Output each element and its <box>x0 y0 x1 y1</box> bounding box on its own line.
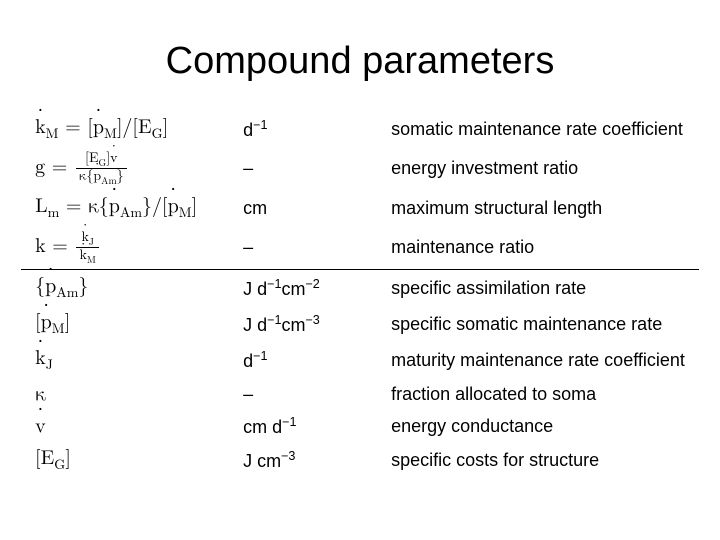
description-cell: maximum structural length <box>377 190 699 226</box>
unit-cell: d−1 <box>229 111 377 147</box>
unit-cell: d−1 <box>229 342 377 378</box>
description-cell: energy investment ratio <box>377 147 699 190</box>
unit-cell: cm d−1 <box>229 410 377 442</box>
table-row: {pAm}J d−1cm−2specific assimilation rate <box>21 270 699 307</box>
description-cell: specific costs for structure <box>377 442 699 478</box>
slide: Compound parameters kM = [pM]/[EG]d−1som… <box>0 0 720 540</box>
symbol-cell: [EG] <box>21 442 229 478</box>
table-row: vcm d−1energy conductance <box>21 410 699 442</box>
description-cell: somatic maintenance rate coefficient <box>377 111 699 147</box>
table-row: g = [EG]vκ{pAm}–energy investment ratio <box>21 147 699 190</box>
unit-cell: J d−1cm−3 <box>229 306 377 342</box>
description-cell: maintenance ratio <box>377 226 699 270</box>
symbol-cell: kM = [pM]/[EG] <box>21 111 229 147</box>
page-title: Compound parameters <box>0 40 720 83</box>
table-body: kM = [pM]/[EG]d−1somatic maintenance rat… <box>21 111 699 478</box>
symbol-cell: κ <box>21 378 229 410</box>
table-row: κ–fraction allocated to soma <box>21 378 699 410</box>
table-row: kM = [pM]/[EG]d−1somatic maintenance rat… <box>21 111 699 147</box>
unit-cell: – <box>229 226 377 270</box>
table-row: kJd−1maturity maintenance rate coefficie… <box>21 342 699 378</box>
unit-cell: – <box>229 147 377 190</box>
unit-cell: – <box>229 378 377 410</box>
symbol-cell: [pM] <box>21 306 229 342</box>
symbol-cell: v <box>21 410 229 442</box>
table-row: [pM]J d−1cm−3specific somatic maintenanc… <box>21 306 699 342</box>
description-cell: maturity maintenance rate coefficient <box>377 342 699 378</box>
table-row: [EG]J cm−3specific costs for structure <box>21 442 699 478</box>
symbol-cell: Lm = κ{pAm}/[pM] <box>21 190 229 226</box>
unit-cell: cm <box>229 190 377 226</box>
table-row: Lm = κ{pAm}/[pM]cmmaximum structural len… <box>21 190 699 226</box>
symbol-cell: {pAm} <box>21 270 229 307</box>
symbol-cell: g = [EG]vκ{pAm} <box>21 147 229 190</box>
table-row: k = kJkM–maintenance ratio <box>21 226 699 270</box>
parameter-table: kM = [pM]/[EG]d−1somatic maintenance rat… <box>21 111 699 478</box>
description-cell: specific assimilation rate <box>377 270 699 307</box>
symbol-cell: kJ <box>21 342 229 378</box>
unit-cell: J d−1cm−2 <box>229 270 377 307</box>
unit-cell: J cm−3 <box>229 442 377 478</box>
description-cell: specific somatic maintenance rate <box>377 306 699 342</box>
description-cell: fraction allocated to soma <box>377 378 699 410</box>
description-cell: energy conductance <box>377 410 699 442</box>
